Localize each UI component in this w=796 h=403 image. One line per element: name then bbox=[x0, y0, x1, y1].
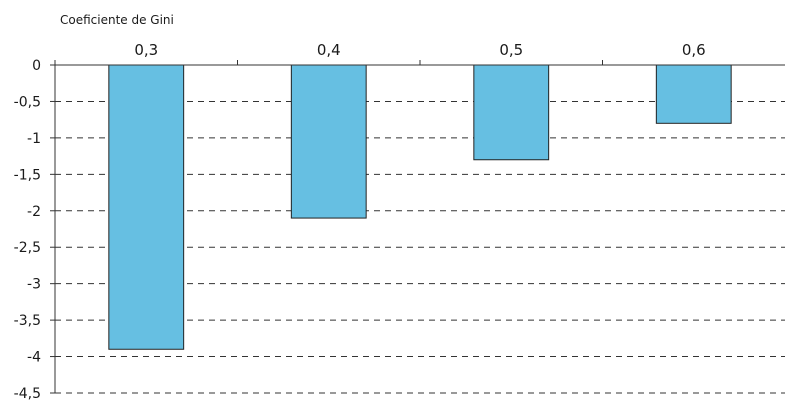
y-tick-label: -4 bbox=[27, 350, 41, 366]
category-label: 0,5 bbox=[499, 41, 523, 59]
bar bbox=[108, 64, 185, 350]
category-label: 0,3 bbox=[134, 41, 158, 59]
y-tick-labels: 0 -0,5 -1 -1,5 -2 -2,5 -3 -3,5 -4 -4,5 bbox=[14, 58, 41, 402]
y-tick-label: -2,5 bbox=[14, 240, 41, 256]
y-tick-label: 0 bbox=[32, 58, 41, 74]
y-tick-label: -3 bbox=[27, 277, 41, 293]
category-label: 0,4 bbox=[317, 41, 341, 59]
y-tick-label: -1,5 bbox=[14, 167, 41, 183]
y-tick-label: -0,5 bbox=[14, 94, 41, 110]
y-tick-label: -2 bbox=[27, 204, 41, 220]
y-tick-label: -4,5 bbox=[14, 386, 41, 402]
bars bbox=[108, 64, 732, 350]
bar bbox=[655, 64, 732, 124]
y-tick-label: -3,5 bbox=[14, 313, 41, 329]
y-tick-label: -1 bbox=[27, 131, 41, 147]
category-labels: 0,3 0,4 0,5 0,6 bbox=[134, 41, 705, 59]
axes bbox=[50, 60, 785, 394]
x-axis-title: Coeficiente de Gini bbox=[60, 13, 174, 27]
bar bbox=[473, 64, 550, 161]
category-label: 0,6 bbox=[682, 41, 706, 59]
bar bbox=[290, 64, 367, 219]
